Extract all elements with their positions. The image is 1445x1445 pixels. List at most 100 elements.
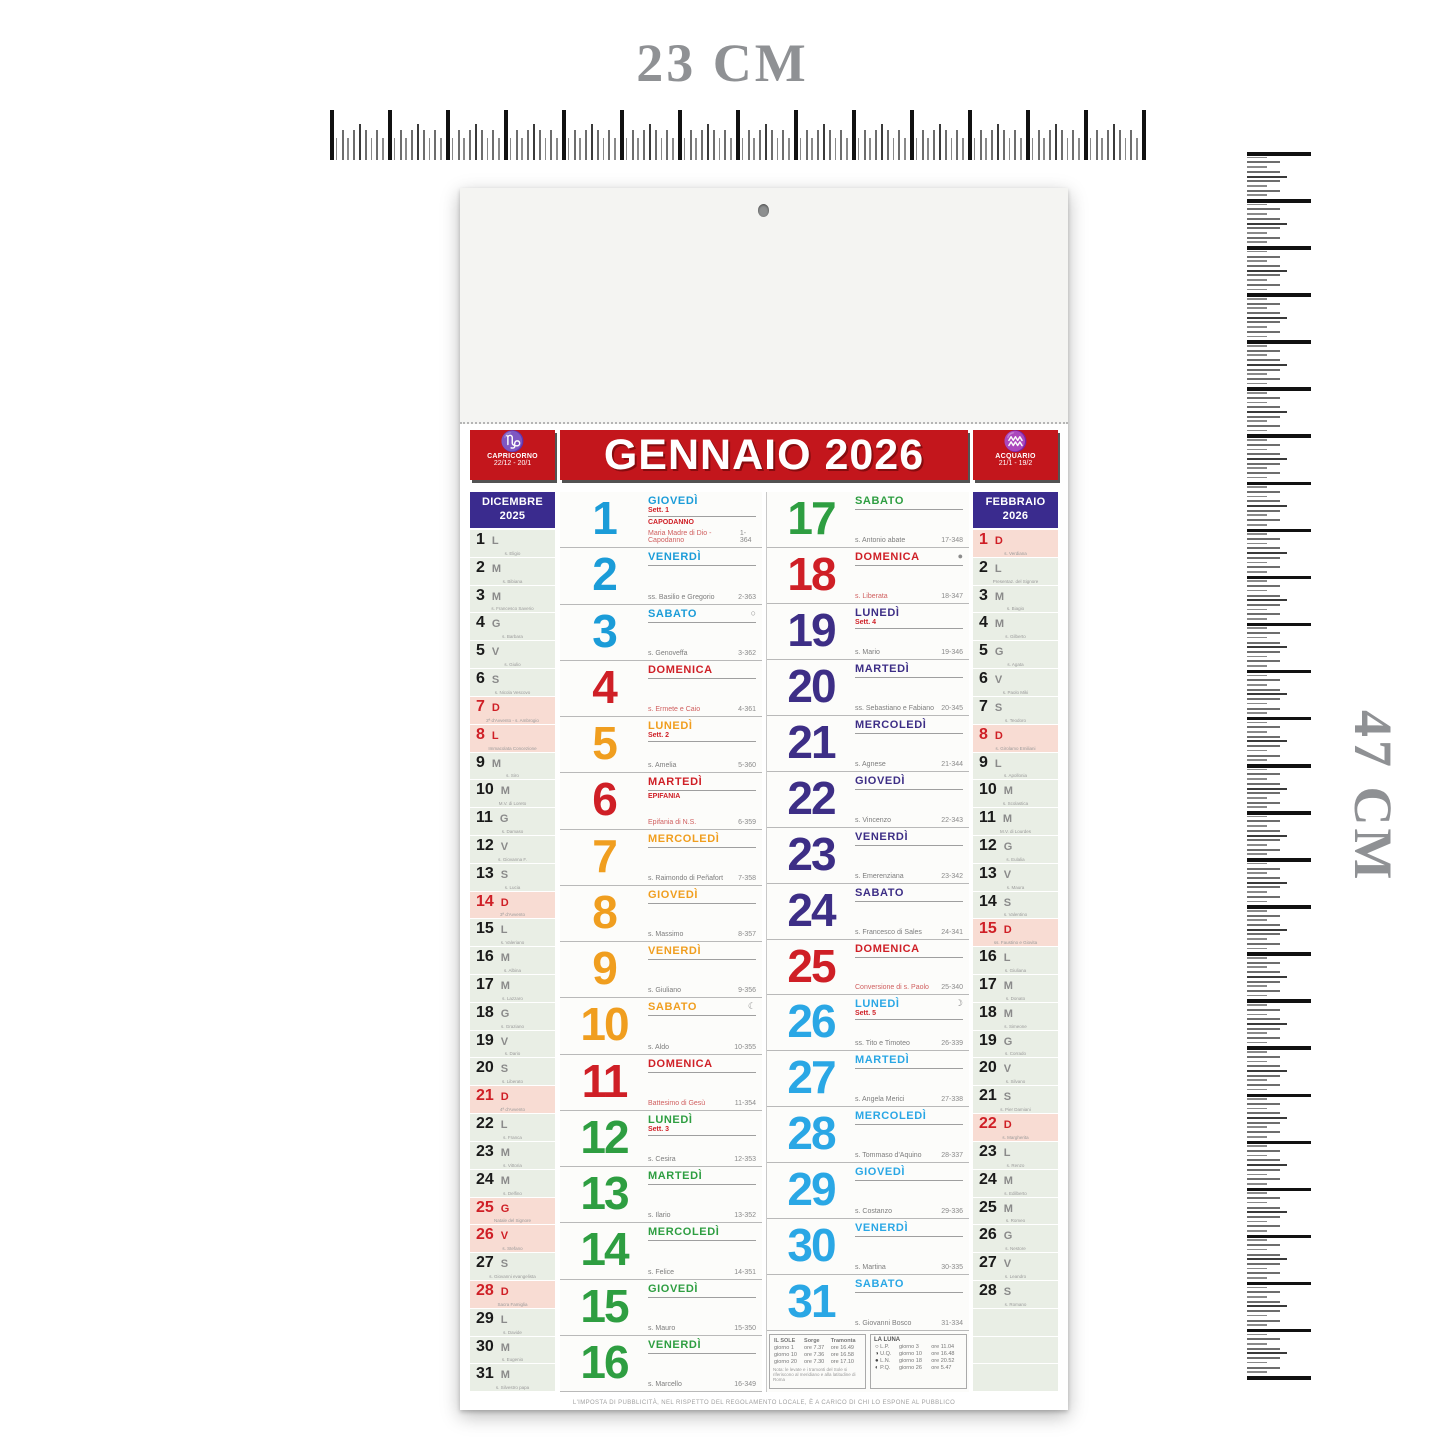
weekday-name: SABATO: [855, 495, 905, 507]
week-number: Sett. 4: [855, 618, 877, 626]
month-title-banner: GENNAIO 2026: [560, 430, 968, 480]
mini-day-number: 12: [476, 836, 494, 854]
mini-day-number: 10: [979, 781, 997, 799]
mini-day-letter: D: [491, 701, 500, 714]
mini-day-saint: Immacolata Concezione: [488, 745, 537, 752]
mini-day-saint: s. Girolamo Emiliani: [995, 745, 1036, 752]
day-count: 5-360: [738, 762, 756, 770]
week-number: Sett. 2: [648, 732, 670, 739]
mini-day-saint: s. Nestore: [1005, 1246, 1026, 1252]
mini-day-number: 21: [979, 1087, 997, 1105]
vertical-ruler: [1247, 152, 1327, 1380]
weekday-name: GIOVEDÌ: [855, 1166, 906, 1179]
weekday-name: LUNEDÌ: [855, 998, 900, 1011]
day-number: 28: [787, 1107, 836, 1160]
mini-day-saint: s. Davide: [503, 1329, 522, 1336]
day-count: 12-353: [734, 1156, 756, 1163]
day-row-30: 30 VENERDÌ s. Martina 30-335: [767, 1219, 969, 1276]
day-count: 31-334: [941, 1320, 963, 1328]
mini-day-saint: M.V. di Lourdes: [999, 829, 1032, 835]
mini-day-saint: 2ª d'Avvento - s. Ambrogio: [486, 717, 539, 724]
saint-name: s. Mario: [855, 648, 880, 656]
day-number: 1: [592, 492, 618, 544]
day-count: 21-344: [941, 760, 963, 768]
day-row-12: 12 LUNEDÌ Sett. 3 s. Cesira 12-353: [560, 1110, 762, 1167]
day-number: 30: [787, 1219, 836, 1272]
zodiac-name: ACQUARIO: [995, 453, 1036, 460]
mini-day-saint: s. Simeone: [1004, 1023, 1027, 1030]
saint-name: s. Mauro: [648, 1324, 676, 1332]
mini-day-saint: s. Giovanni evangelista: [489, 1274, 536, 1280]
mini-day-number: 5: [476, 642, 485, 660]
weekday-name: MARTEDÌ: [855, 662, 910, 675]
day-row-18: 18 DOMENICA ● s. Liberata 18-347: [767, 547, 969, 604]
mini-day-letter: D: [994, 535, 1003, 547]
day-row-16: 16 VENERDÌ s. Marcello 16-349: [560, 1335, 762, 1392]
mini-day-number: 22: [476, 1115, 494, 1133]
day-number: 22: [787, 771, 836, 824]
weekday-name: VENERDÌ: [855, 830, 909, 843]
mini-day-letter: L: [491, 535, 499, 547]
day-count: 1-364: [739, 530, 752, 545]
weekday-name: MARTEDÌ: [855, 1054, 910, 1067]
day-number: 5: [592, 717, 618, 769]
day-count: 10-355: [734, 1043, 756, 1051]
mini-day-number: 1: [979, 531, 988, 548]
sun-table: IL SOLE Sorge Tramonta giorno 1 ore 7.37 ore …: [769, 1334, 866, 1389]
capricorn-icon: ♑: [500, 431, 525, 453]
day-count: 13-352: [734, 1212, 756, 1220]
mini-day-number: 21: [476, 1087, 494, 1105]
mini-day-number: 8: [979, 725, 988, 743]
mini-day-saint: s. Franca: [503, 1135, 522, 1141]
day-number: 9: [592, 942, 618, 994]
mini-day-number: 2: [979, 558, 988, 576]
mini-day-number: 16: [476, 948, 494, 966]
day-number: 27: [787, 1051, 836, 1104]
day-row-10: 10 SABATO ☾ s. Aldo 10-355: [560, 998, 762, 1055]
mini-day-saint: 3ª d'Avvento: [500, 912, 525, 919]
week-number: Sett. 1: [648, 507, 670, 514]
mini-month-year: 2026: [1002, 510, 1029, 522]
mini-day-number: 3: [476, 586, 485, 604]
day-row-21: 21 MERCOLEDÌ s. Agnese 21-344: [767, 715, 969, 772]
weekday-name: VENERDÌ: [648, 1338, 702, 1351]
mini-day-number: 11: [979, 809, 996, 827]
day-number: 3: [592, 604, 618, 657]
mini-day-number: 2: [476, 558, 485, 576]
mini-day-number: 6: [476, 670, 485, 688]
legal-footer-text: L'IMPOSTA DI PUBBLICITÀ, NEL RISPETTO DE…: [572, 1400, 956, 1406]
mini-day-number: 30: [476, 1337, 494, 1355]
mini-day-number: 14: [979, 892, 997, 910]
day-row-4: 4 DOMENICA s. Ermete e Caio 4-361: [560, 660, 762, 717]
day-count: 24-341: [941, 928, 963, 936]
day-count: 15-350: [734, 1324, 756, 1332]
mini-day-saint: s. Verdiana: [1004, 551, 1027, 557]
mini-day-number: 19: [979, 1031, 997, 1049]
week-number: Sett. 3: [648, 1125, 670, 1133]
mini-day-number: 15: [979, 920, 997, 938]
mini-day-letter: M: [491, 590, 502, 603]
holiday-name: CAPODANNO: [648, 519, 694, 526]
calendar-sheet: ♑ CAPRICORNO 22/12 - 20/1 GENNAIO 2026 ♒…: [460, 188, 1068, 1410]
moon-phase-icon: ○: [875, 1344, 879, 1351]
mini-day-letter: D: [1003, 1119, 1012, 1132]
zodiac-dates: 22/12 - 20/1: [493, 460, 532, 467]
mini-day-letter: M: [1003, 1174, 1013, 1187]
saint-name: s. Felice: [648, 1268, 675, 1276]
saint-name: s. Aldo: [648, 1043, 670, 1051]
saint-name: s. Tommaso d'Aquino: [855, 1152, 922, 1160]
day-row-6: 6 MARTEDÌ EPIFANIA Epifania di N.S. 6-359: [560, 773, 762, 830]
